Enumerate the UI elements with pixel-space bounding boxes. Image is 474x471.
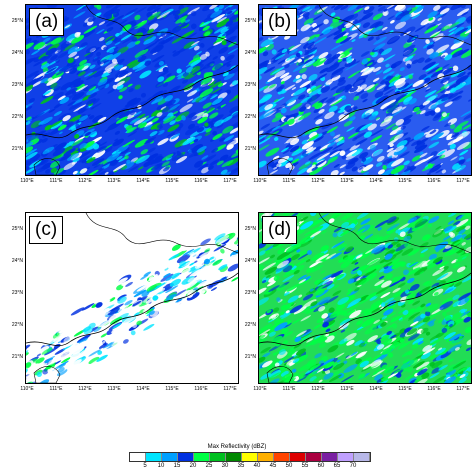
lon-tick-label: 116°E xyxy=(427,386,441,392)
panel-label-a: (a) xyxy=(29,8,65,36)
colorbar-tick-label: 25 xyxy=(205,463,213,469)
lon-tick-label: 114°E xyxy=(369,386,383,392)
colorbar-swatch xyxy=(178,453,194,461)
colorbar-swatch xyxy=(210,453,226,461)
lon-tick-label: 110°E xyxy=(253,386,267,392)
colorbar-tick-label: 55 xyxy=(301,463,309,469)
lat-tick-label: 25°N xyxy=(244,226,256,232)
panel-c: (c) xyxy=(25,212,239,384)
lon-tick-label: 113°E xyxy=(340,386,354,392)
colorbar-swatch xyxy=(130,453,146,461)
colorbar-swatch xyxy=(146,453,162,461)
colorbar-tick-label: 35 xyxy=(237,463,245,469)
lat-tick-label: 21°N xyxy=(11,146,23,152)
colorbar-tick-label: 30 xyxy=(221,463,229,469)
colorbar-swatch xyxy=(274,453,290,461)
lat-tick-label: 23°N xyxy=(11,82,23,88)
lon-tick-label: 112°E xyxy=(311,386,325,392)
lat-tick-label: 25°N xyxy=(244,18,256,24)
lon-tick-label: 110°E xyxy=(253,178,267,184)
lat-tick-label: 25°N xyxy=(11,226,23,232)
lon-tick-label: 117°E xyxy=(456,178,470,184)
panel-label-c: (c) xyxy=(29,216,64,244)
colorbar-title: Max Reflectivity (dBZ) xyxy=(207,444,267,450)
lon-tick-label: 112°E xyxy=(78,386,92,392)
lon-tick-label: 110°E xyxy=(20,386,34,392)
lon-tick-label: 113°E xyxy=(107,386,121,392)
colorbar-tick-label: 15 xyxy=(173,463,181,469)
lat-tick-label: 23°N xyxy=(11,290,23,296)
colorbar-tick-label: 40 xyxy=(253,463,261,469)
lon-tick-label: 113°E xyxy=(340,178,354,184)
lon-tick-label: 111°E xyxy=(49,386,63,392)
lon-tick-label: 115°E xyxy=(165,178,179,184)
lon-tick-label: 112°E xyxy=(311,178,325,184)
colorbar-tick-label: 50 xyxy=(285,463,293,469)
panel-a: (a) xyxy=(25,4,239,176)
lon-tick-label: 114°E xyxy=(369,178,383,184)
panel-label-d: (d) xyxy=(262,216,298,244)
panel-b: (b) xyxy=(258,4,472,176)
colorbar xyxy=(129,452,371,462)
lon-tick-label: 116°E xyxy=(427,178,441,184)
colorbar-swatch xyxy=(226,453,242,461)
lon-tick-label: 115°E xyxy=(165,386,179,392)
colorbar-tick-label: 70 xyxy=(349,463,357,469)
lon-tick-label: 114°E xyxy=(136,178,150,184)
lat-tick-label: 21°N xyxy=(244,146,256,152)
lat-tick-label: 25°N xyxy=(11,18,23,24)
lat-tick-label: 24°N xyxy=(244,50,256,56)
panel-label-b: (b) xyxy=(262,8,298,36)
colorbar-swatch xyxy=(290,453,306,461)
colorbar-tick-label: 5 xyxy=(143,463,147,469)
lat-tick-label: 24°N xyxy=(244,258,256,264)
lat-tick-label: 21°N xyxy=(244,354,256,360)
lat-tick-label: 23°N xyxy=(244,82,256,88)
reflectivity-map-d xyxy=(259,213,471,383)
reflectivity-map-a xyxy=(26,5,238,175)
colorbar-tick-label: 10 xyxy=(157,463,165,469)
colorbar-swatch xyxy=(322,453,338,461)
lon-tick-label: 114°E xyxy=(136,386,150,392)
colorbar-swatch xyxy=(242,453,258,461)
colorbar-swatch xyxy=(194,453,210,461)
colorbar-swatch xyxy=(338,453,354,461)
lon-tick-label: 116°E xyxy=(194,386,208,392)
lon-tick-label: 117°E xyxy=(223,178,237,184)
colorbar-swatch xyxy=(258,453,274,461)
lat-tick-label: 23°N xyxy=(244,290,256,296)
lon-tick-label: 112°E xyxy=(78,178,92,184)
lon-tick-label: 115°E xyxy=(398,178,412,184)
colorbar-tick-label: 65 xyxy=(333,463,341,469)
lon-tick-label: 111°E xyxy=(49,178,63,184)
lat-tick-label: 21°N xyxy=(11,354,23,360)
lat-tick-label: 24°N xyxy=(11,258,23,264)
lon-tick-label: 110°E xyxy=(20,178,34,184)
lon-tick-label: 111°E xyxy=(282,178,296,184)
colorbar-swatch xyxy=(354,453,370,461)
lat-tick-label: 22°N xyxy=(11,114,23,120)
lon-tick-label: 113°E xyxy=(107,178,121,184)
lon-tick-label: 117°E xyxy=(223,386,237,392)
lon-tick-label: 115°E xyxy=(398,386,412,392)
lat-tick-label: 24°N xyxy=(11,50,23,56)
colorbar-swatch xyxy=(162,453,178,461)
lon-tick-label: 117°E xyxy=(456,386,470,392)
lat-tick-label: 22°N xyxy=(244,322,256,328)
colorbar-tick-label: 45 xyxy=(269,463,277,469)
colorbar-tick-label: 60 xyxy=(317,463,325,469)
panel-d: (d) xyxy=(258,212,472,384)
colorbar-tick-label: 20 xyxy=(189,463,197,469)
lat-tick-label: 22°N xyxy=(244,114,256,120)
lon-tick-label: 111°E xyxy=(282,386,296,392)
reflectivity-map-b xyxy=(259,5,471,175)
lon-tick-label: 116°E xyxy=(194,178,208,184)
colorbar-swatch xyxy=(306,453,322,461)
lat-tick-label: 22°N xyxy=(11,322,23,328)
